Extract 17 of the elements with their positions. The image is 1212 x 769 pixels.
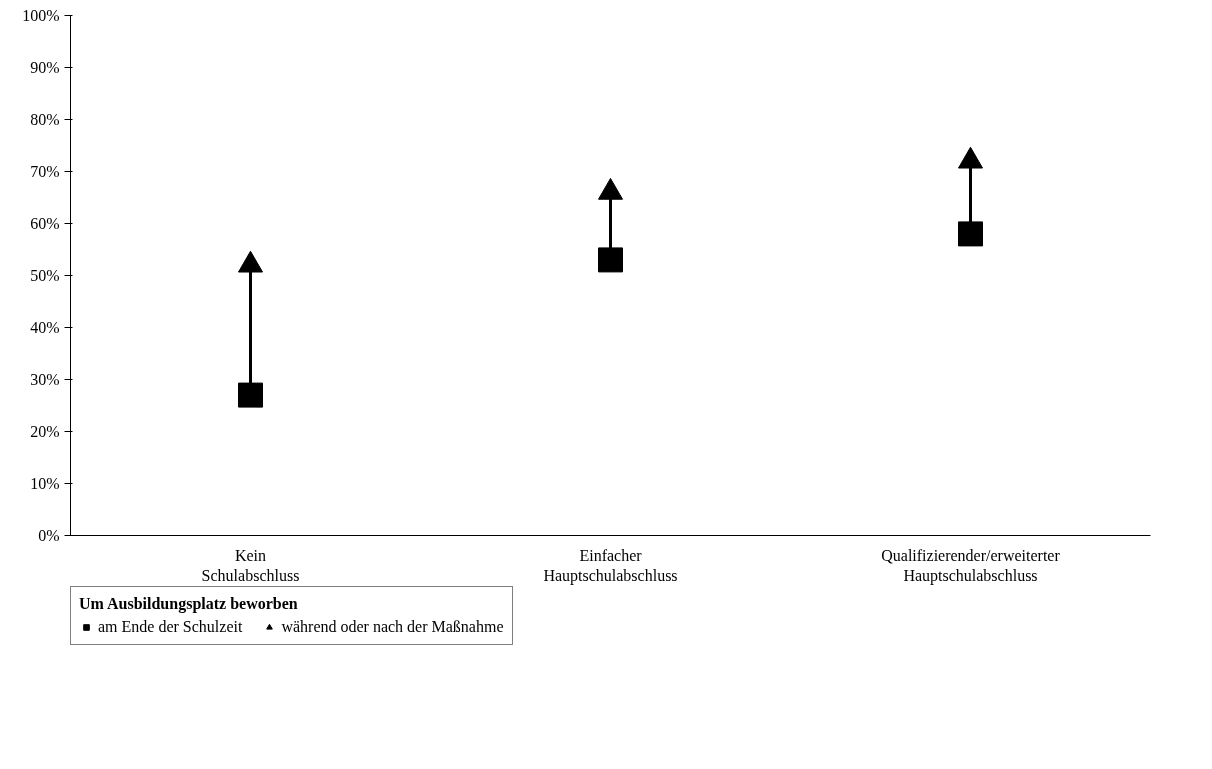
y-tick-label: 0%	[38, 527, 60, 544]
y-tick-label: 30%	[30, 371, 60, 388]
legend-label: am Ende der Schulzeit	[98, 618, 243, 636]
y-tick-label: 10%	[30, 475, 60, 492]
y-tick-label: 80%	[30, 111, 60, 128]
x-tick-label: Kein Schulabschluss	[201, 546, 300, 584]
x-tick-label: Qualifizierender/erweiterter Hauptschulabschluss	[881, 546, 1061, 585]
y-tick-label: 90%	[30, 59, 60, 76]
y-tick-label: 20%	[30, 423, 60, 440]
y-tick-label: 100%	[22, 7, 60, 24]
x-tick-label: Einfacher Hauptschulabschluss	[543, 546, 678, 585]
legend-title: Um Ausbildungsplatz beworben	[79, 595, 299, 613]
y-tick-label: 60%	[30, 215, 60, 232]
y-tick-label: 40%	[30, 319, 60, 336]
y-tick-label: 70%	[30, 163, 60, 180]
legend-label: während oder nach der Maßnahme	[281, 618, 504, 636]
y-tick-label: 50%	[30, 267, 60, 284]
